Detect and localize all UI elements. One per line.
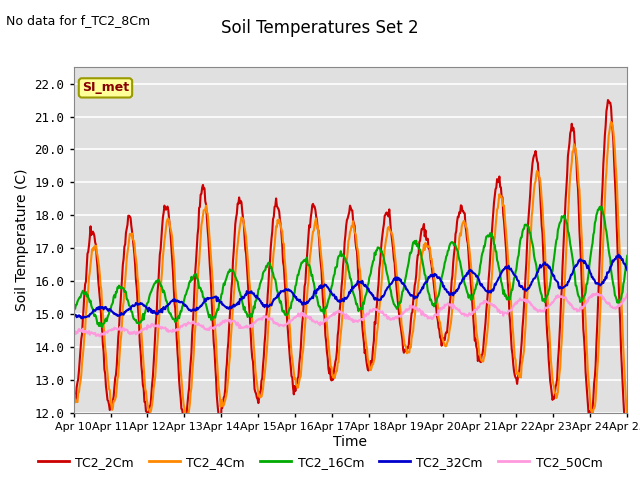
X-axis label: Time: Time <box>333 434 367 449</box>
TC2_4Cm <box>70 394 77 400</box>
TC2_50Cm <box>194 322 202 328</box>
TC2_32Cm <box>70 311 77 317</box>
TC2_32Cm <box>138 301 145 307</box>
TC2_50Cm <box>623 291 631 297</box>
TC2_32Cm <box>81 314 88 320</box>
TC2_4Cm <box>182 416 190 421</box>
TC2_32Cm <box>194 307 202 312</box>
TC2_16Cm <box>80 290 88 296</box>
TC2_2Cm <box>193 245 200 251</box>
Text: No data for f_TC2_8Cm: No data for f_TC2_8Cm <box>6 14 150 27</box>
TC2_2Cm <box>137 348 145 354</box>
Line: TC2_50Cm: TC2_50Cm <box>74 293 627 336</box>
TC2_16Cm <box>623 253 631 259</box>
TC2_4Cm <box>623 411 631 417</box>
Line: TC2_2Cm: TC2_2Cm <box>74 100 627 440</box>
TC2_50Cm <box>419 309 426 314</box>
TC2_4Cm <box>419 250 426 256</box>
TC2_4Cm <box>607 119 615 125</box>
TC2_16Cm <box>435 293 442 299</box>
Line: TC2_32Cm: TC2_32Cm <box>74 255 627 318</box>
TC2_2Cm <box>623 432 631 438</box>
TC2_2Cm <box>418 226 426 232</box>
Line: TC2_4Cm: TC2_4Cm <box>74 122 627 419</box>
TC2_16Cm <box>419 258 426 264</box>
Legend: TC2_2Cm, TC2_4Cm, TC2_16Cm, TC2_32Cm, TC2_50Cm: TC2_2Cm, TC2_4Cm, TC2_16Cm, TC2_32Cm, TC… <box>33 451 607 474</box>
TC2_16Cm <box>138 318 145 324</box>
TC2_16Cm <box>99 324 106 330</box>
TC2_2Cm <box>70 401 77 407</box>
TC2_50Cm <box>96 334 104 339</box>
TC2_32Cm <box>419 285 426 290</box>
TC2_4Cm <box>194 283 202 288</box>
TC2_32Cm <box>223 305 230 311</box>
TC2_32Cm <box>77 315 85 321</box>
TC2_32Cm <box>435 275 442 280</box>
TC2_2Cm <box>623 437 630 443</box>
TC2_50Cm <box>70 331 77 337</box>
TC2_16Cm <box>70 309 77 315</box>
Text: Soil Temperatures Set 2: Soil Temperatures Set 2 <box>221 19 419 37</box>
TC2_50Cm <box>80 330 88 336</box>
TC2_16Cm <box>223 274 230 280</box>
TC2_32Cm <box>615 252 623 258</box>
TC2_4Cm <box>435 315 442 321</box>
TC2_2Cm <box>80 305 88 311</box>
TC2_50Cm <box>223 318 230 324</box>
TC2_50Cm <box>593 290 601 296</box>
TC2_50Cm <box>435 308 442 313</box>
TC2_4Cm <box>223 390 230 396</box>
Text: SI_met: SI_met <box>82 82 129 95</box>
TC2_4Cm <box>137 320 145 326</box>
TC2_16Cm <box>194 276 202 282</box>
TC2_2Cm <box>222 369 230 375</box>
TC2_4Cm <box>80 344 88 350</box>
TC2_16Cm <box>596 204 604 210</box>
TC2_50Cm <box>138 327 145 333</box>
TC2_2Cm <box>434 317 442 323</box>
TC2_32Cm <box>623 267 631 273</box>
Line: TC2_16Cm: TC2_16Cm <box>74 207 627 327</box>
TC2_2Cm <box>604 97 612 103</box>
Y-axis label: Soil Temperature (C): Soil Temperature (C) <box>15 169 29 311</box>
